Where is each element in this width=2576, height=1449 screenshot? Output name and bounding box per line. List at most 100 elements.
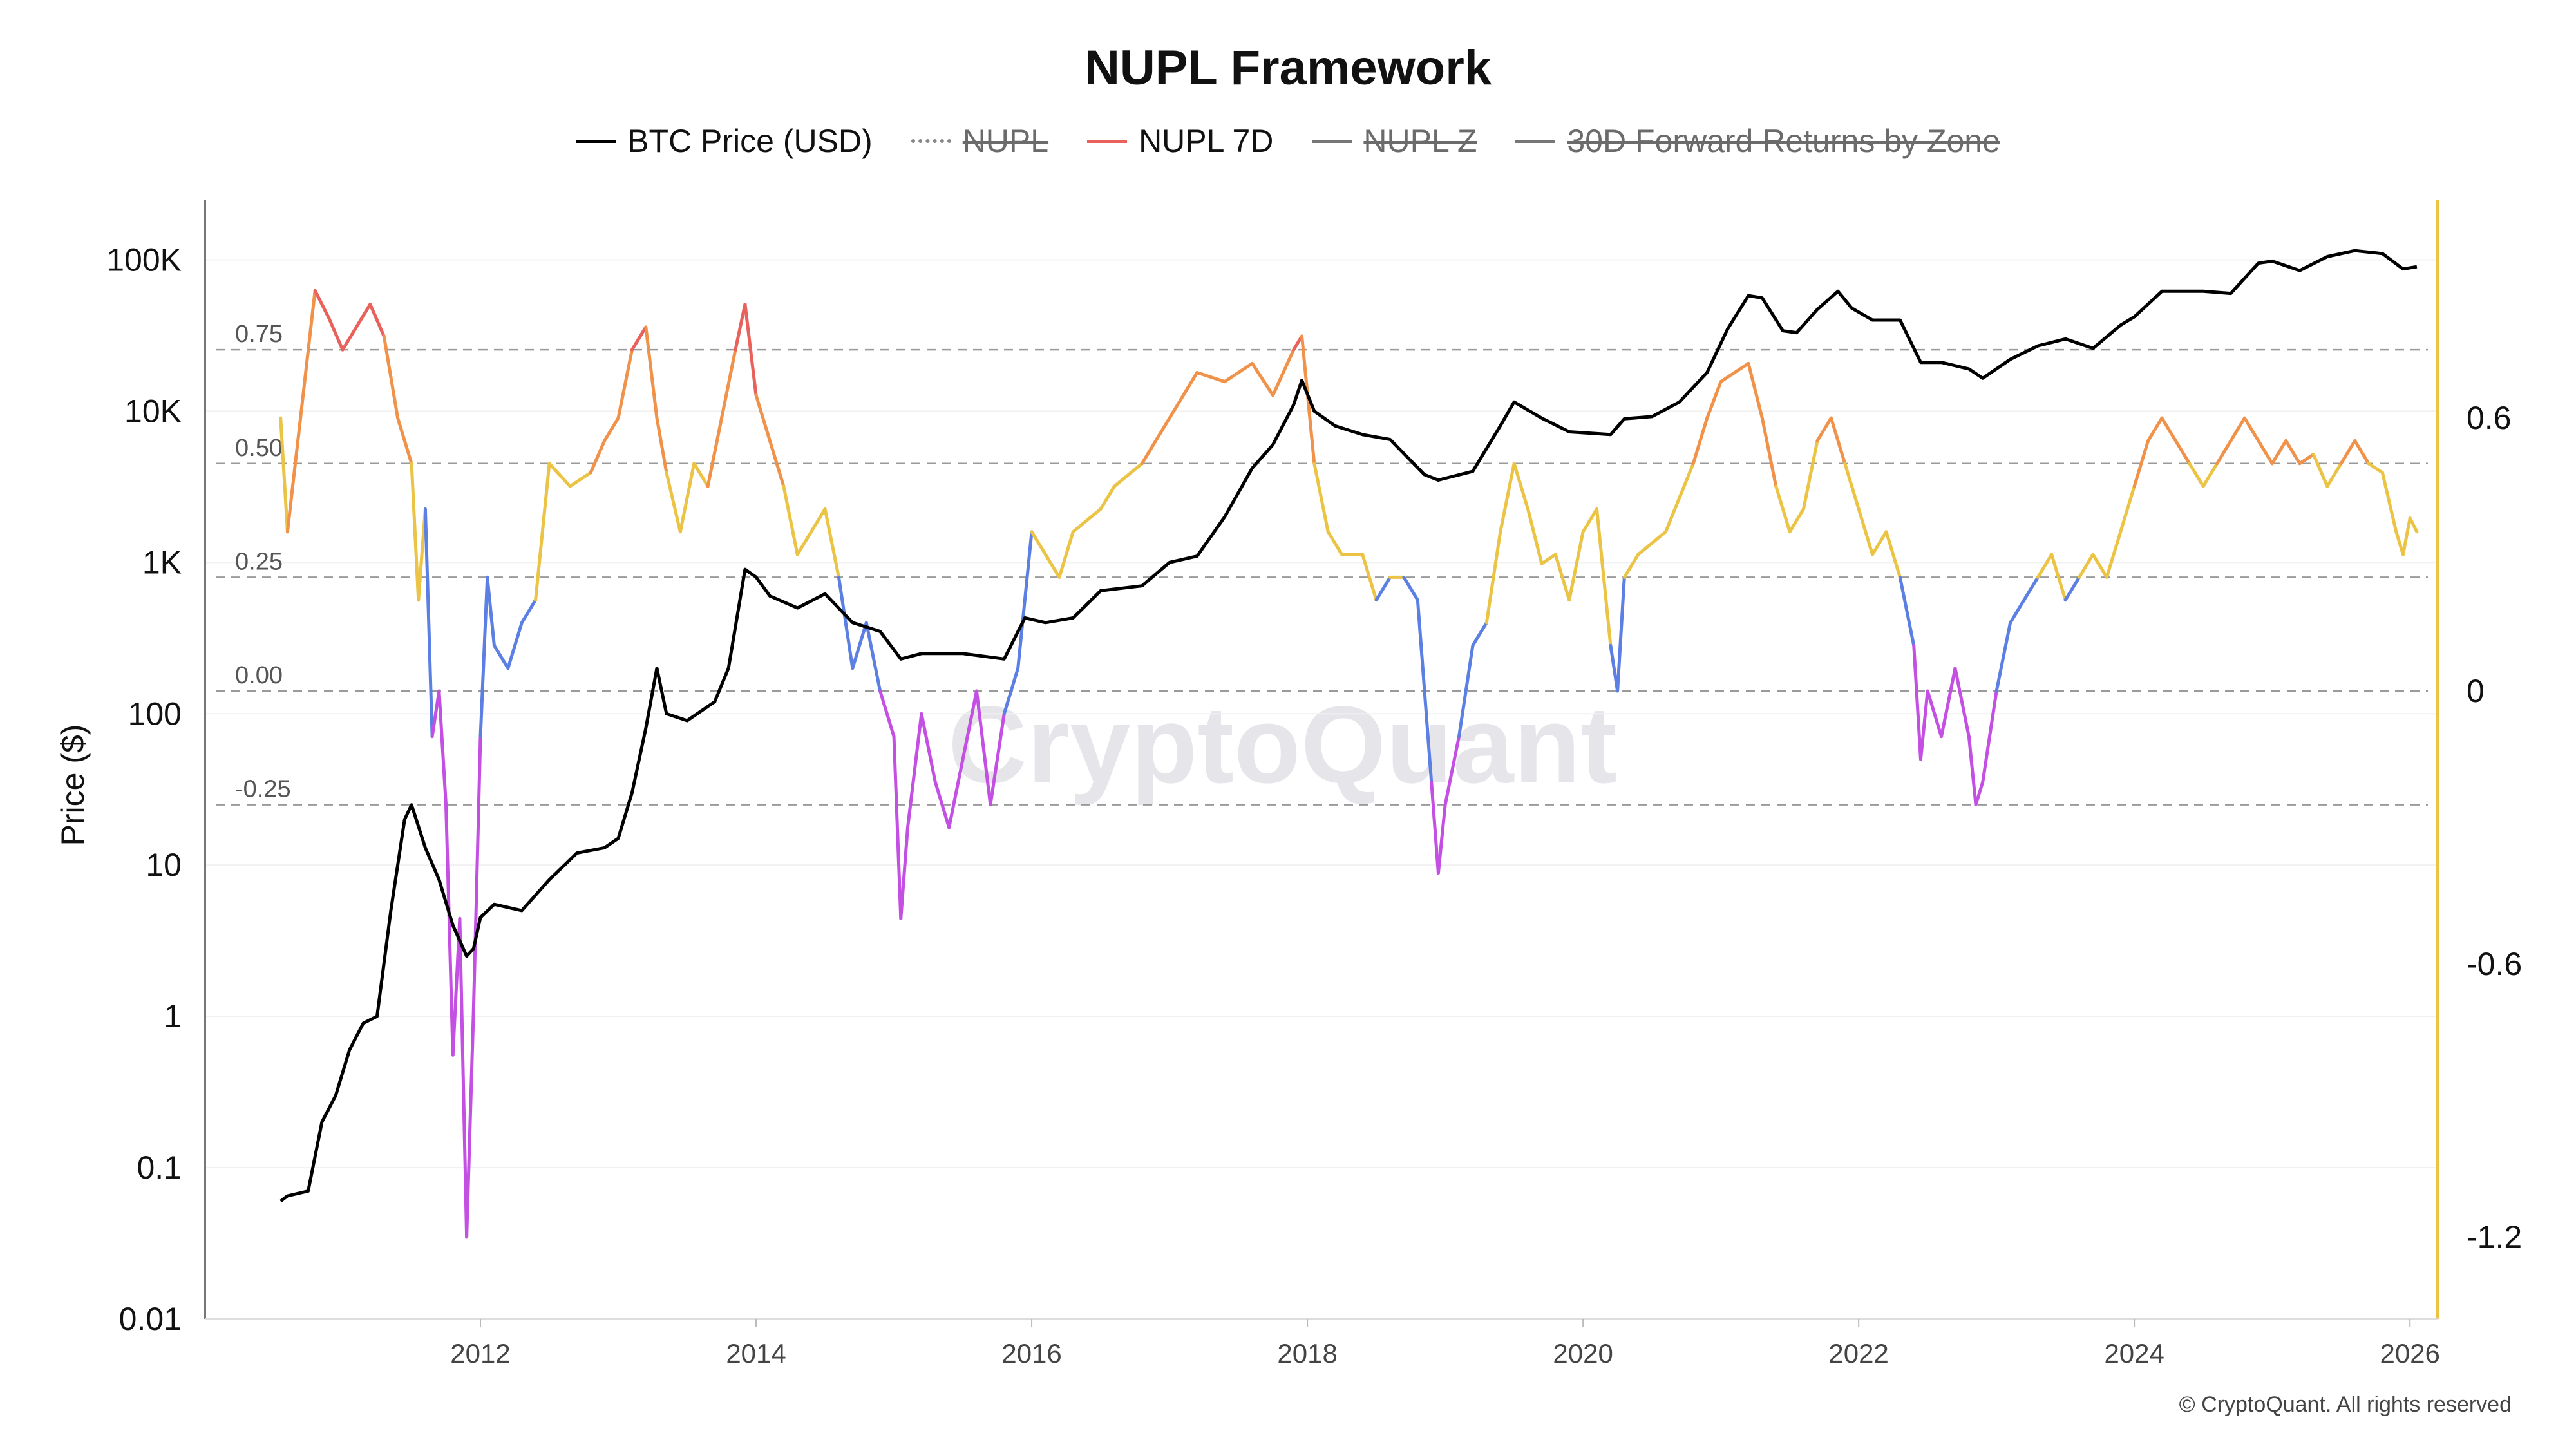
- nupl-7d-segment: [1616, 575, 1626, 693]
- nupl-7d-segment: [534, 462, 551, 602]
- nupl-7d-segment: [1760, 416, 1778, 488]
- nupl-7d-segment: [1705, 380, 1723, 420]
- nupl-7d-segment: [892, 735, 903, 920]
- nupl-7d-segment: [279, 416, 289, 534]
- nupl-7d-segment: [810, 507, 827, 534]
- nupl-7d-segment: [1112, 462, 1144, 488]
- legend-item[interactable]: NUPL: [911, 122, 1048, 160]
- nupl-7d-segment: [1002, 667, 1020, 715]
- nupl-7d-segment: [1926, 689, 1944, 739]
- nupl-7d-segment: [1829, 416, 1847, 466]
- nupl-7d-segment: [878, 689, 896, 739]
- nupl-7d-segment: [1436, 803, 1447, 875]
- nupl-7d-segment: [899, 826, 909, 920]
- nupl-7d-segment: [1636, 530, 1668, 556]
- nupl-level-label: 0.25: [235, 548, 283, 575]
- legend-item[interactable]: NUPL 7D: [1087, 122, 1273, 160]
- nupl-7d-segment: [795, 530, 813, 556]
- nupl-7d-segment: [2201, 462, 2219, 488]
- legend-swatch: [1312, 139, 1352, 143]
- nupl-7d-segment: [1043, 553, 1061, 579]
- nupl-7d-segment: [1484, 530, 1502, 625]
- nupl-7d-segment: [2022, 575, 2040, 602]
- nupl-7d-segment: [2339, 439, 2357, 466]
- nupl-7d-segment: [423, 507, 434, 739]
- nupl-7d-segment: [1747, 361, 1764, 420]
- legend-label: NUPL Z: [1363, 123, 1477, 159]
- x-tick-label: 2022: [1828, 1338, 1888, 1368]
- nupl-7d-segment: [285, 289, 317, 534]
- legend-swatch: [576, 139, 616, 143]
- nupl-7d-segment: [2325, 462, 2343, 488]
- nupl-7d-segment: [1664, 462, 1695, 534]
- legend-item[interactable]: 30D Forward Returns by Zone: [1515, 122, 2000, 160]
- nupl-7d-segment: [1553, 553, 1571, 602]
- y-tick-label-left: 10K: [124, 393, 182, 429]
- nupl-7d-segment: [1030, 530, 1047, 556]
- nupl-7d-segment: [1802, 439, 1819, 511]
- nupl-7d-segment: [1168, 370, 1199, 420]
- nupl-7d-segment: [2408, 516, 2419, 534]
- legend-label: NUPL 7D: [1139, 123, 1274, 159]
- nupl-7d-segment: [1595, 507, 1613, 647]
- legend-item[interactable]: NUPL Z: [1312, 122, 1477, 160]
- chart-title: NUPL Framework: [1084, 41, 1492, 95]
- nupl-7d-segment: [743, 302, 758, 397]
- legend-item[interactable]: BTC Price (USD): [576, 122, 873, 160]
- nupl-7d-segment: [947, 757, 965, 829]
- nupl-7d-segment: [1223, 361, 1254, 384]
- nupl-7d-segment: [1884, 530, 1902, 579]
- nupl-7d-segment: [2063, 575, 2081, 602]
- nupl-7d-segment: [678, 462, 696, 534]
- nupl-7d-segment: [2401, 516, 2412, 556]
- y-tick-label-right: 0.6: [2467, 400, 2512, 436]
- nupl-7d-segment: [396, 416, 413, 466]
- nupl-level-label: -0.25: [235, 776, 291, 803]
- nupl-7d-segment: [471, 735, 482, 1012]
- nupl-7d-segment: [630, 325, 648, 352]
- nupl-7d-segment: [1374, 575, 1392, 602]
- nupl-7d-segment: [754, 393, 772, 442]
- nupl-7d-segment: [851, 621, 868, 670]
- nupl-level-label: 0.00: [235, 662, 283, 689]
- nupl-7d-segment: [341, 302, 372, 352]
- nupl-level-label: 0.50: [235, 435, 283, 462]
- watermark: CryptoQuant: [948, 684, 1617, 806]
- nupl-7d-segment: [692, 462, 710, 488]
- nupl-7d-segment: [492, 643, 510, 670]
- nupl-7d-segment: [1312, 462, 1330, 534]
- nupl-7d-segment: [547, 462, 572, 488]
- y-tick-label-right: 0: [2467, 673, 2485, 709]
- nupl-7d-segment: [1622, 553, 1640, 579]
- nupl-7d-segment: [1402, 575, 1419, 602]
- nupl-7d-segment: [465, 1008, 475, 1239]
- nupl-7d-segment: [616, 348, 634, 420]
- nupl-7d-segment: [437, 689, 448, 807]
- nupl-7d-segment: [974, 689, 992, 807]
- nupl-7d-segment: [1691, 416, 1709, 466]
- nupl-7d-segment: [989, 712, 1006, 807]
- nupl-7d-segment: [2257, 439, 2274, 466]
- legend-label: 30D Forward Returns by Zone: [1567, 123, 2000, 159]
- nupl-7d-segment: [2298, 453, 2315, 466]
- nupl-7d-segment: [1940, 667, 1957, 739]
- legend-label: BTC Price (USD): [627, 123, 873, 159]
- nupl-7d-segment: [1361, 553, 1378, 602]
- chart-legend: BTC Price (USD) NUPL NUPL 7D NUPL Z 30D Forw…: [0, 122, 2576, 160]
- nupl-7d-segment: [1471, 621, 1488, 647]
- x-tick-label: 2024: [2104, 1338, 2164, 1368]
- nupl-7d-segment: [1443, 735, 1461, 807]
- nupl-7d-segment: [1994, 621, 2012, 693]
- nupl-7d-segment: [1719, 370, 1737, 384]
- legend-label: NUPL: [962, 123, 1049, 159]
- nupl-7d-segment: [1526, 507, 1544, 565]
- nupl-7d-segment: [2367, 462, 2384, 475]
- nupl-7d-segment: [1581, 507, 1599, 534]
- nupl-7d-segment: [2105, 530, 2123, 579]
- y-tick-label-left: 0.01: [119, 1301, 182, 1337]
- nupl-7d-segment: [1540, 553, 1557, 565]
- nupl-7d-segment: [1857, 507, 1875, 556]
- y-tick-label-left: 100: [128, 696, 182, 732]
- nupl-7d-segment: [920, 712, 937, 784]
